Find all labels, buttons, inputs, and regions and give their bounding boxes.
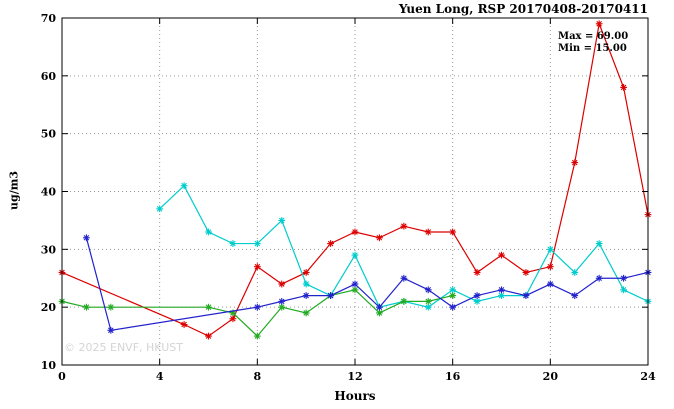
series-blue-line [85, 237, 649, 331]
series-cyan-markers [156, 182, 652, 311]
x-tick-label: 4 [156, 370, 164, 383]
max-value-label: Max = 69.00 [558, 31, 629, 42]
x-tick-label: 16 [445, 370, 461, 383]
y-axis-label: ug/m3 [7, 171, 21, 210]
y-tick-label: 70 [41, 12, 57, 25]
min-value-label: Min = 15.00 [558, 43, 627, 54]
x-axis-label: Hours [334, 389, 376, 403]
watermark: © 2025 ENVF, HKUST [64, 341, 183, 354]
grid-lines [62, 18, 648, 365]
y-tick-label: 50 [41, 128, 57, 141]
y-tick-label: 10 [41, 359, 57, 372]
series-green-line [61, 289, 453, 337]
x-tick-label: 20 [543, 370, 559, 383]
series-cyan [156, 182, 652, 311]
y-tick-label: 60 [41, 70, 57, 83]
y-tick-label: 30 [41, 243, 57, 256]
x-tick-label: 8 [254, 370, 262, 383]
axis-ticks [61, 17, 649, 366]
y-tick-label: 20 [41, 301, 57, 314]
series-blue-markers [83, 234, 652, 334]
series-green [58, 286, 457, 340]
series-green-markers [58, 286, 457, 340]
x-tick-label: 0 [58, 370, 66, 383]
chart-title: Yuen Long, RSP 20170408-20170411 [398, 2, 648, 16]
x-tick-label: 24 [640, 370, 656, 383]
series-blue [83, 234, 652, 334]
y-tick-label: 40 [41, 186, 57, 199]
max-min-annotation: Max = 69.00 Min = 15.00 [558, 31, 628, 55]
x-tick-label: 12 [347, 370, 362, 383]
